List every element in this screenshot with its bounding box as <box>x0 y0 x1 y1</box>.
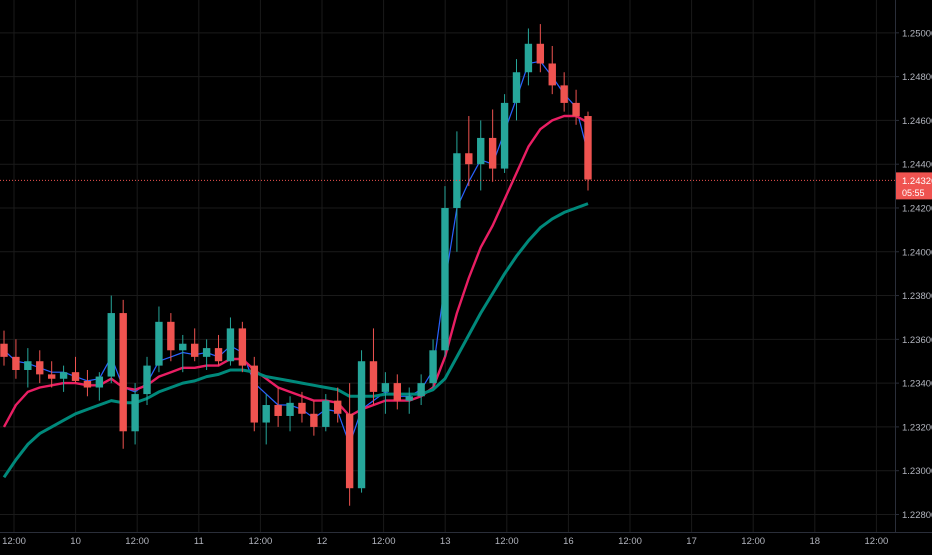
candle-body[interactable] <box>441 207 449 351</box>
candle-body[interactable] <box>345 413 354 489</box>
candle-body[interactable] <box>548 63 556 86</box>
price-tick-label: 1.24400 <box>902 160 932 171</box>
candle-body[interactable] <box>584 116 592 180</box>
candle-body[interactable] <box>12 356 20 370</box>
candle-body[interactable] <box>524 43 533 73</box>
time-tick-label: 12:00 <box>618 536 642 547</box>
candle-body[interactable] <box>71 372 80 381</box>
candle-body[interactable] <box>560 85 568 103</box>
candle-body[interactable] <box>512 72 521 103</box>
candle-body[interactable] <box>477 137 485 165</box>
candle-body[interactable] <box>202 348 211 357</box>
candle-body[interactable] <box>238 328 247 366</box>
price-tick-label: 1.24600 <box>902 116 932 127</box>
time-tick-label: 12:00 <box>2 536 26 547</box>
price-tick-label: 1.25000 <box>902 28 932 39</box>
candle-body[interactable] <box>59 372 68 379</box>
candle-body[interactable] <box>357 361 366 489</box>
last-price-tag: 1.24326 05:55 <box>896 172 932 200</box>
bar-countdown: 05:55 <box>902 188 925 198</box>
price-tick-label: 1.24200 <box>902 203 932 214</box>
time-tick-label: 10 <box>70 536 81 547</box>
grid-lines <box>0 0 895 532</box>
price-tick-label: 1.23000 <box>902 466 932 477</box>
time-tick-label: 12 <box>317 536 328 547</box>
time-tick-label: 12:00 <box>125 536 149 547</box>
candles[interactable] <box>0 24 592 506</box>
candle-body[interactable] <box>190 343 199 357</box>
candle-body[interactable] <box>536 43 545 64</box>
price-tick-label: 1.23400 <box>902 379 932 390</box>
candle-body[interactable] <box>0 343 8 357</box>
candle-body[interactable] <box>286 402 294 416</box>
candle-body[interactable] <box>24 361 32 370</box>
price-scale[interactable]: 1.25000 1.24800 1.24600 1.24400 1.24200 1.240… <box>895 0 932 532</box>
candle-body[interactable] <box>393 383 402 401</box>
candle-body[interactable] <box>143 365 151 395</box>
time-tick-label: 12:00 <box>741 536 765 547</box>
candle-body[interactable] <box>572 102 580 117</box>
candle-body[interactable] <box>310 413 318 427</box>
candle-body[interactable] <box>167 321 175 351</box>
candle-body[interactable] <box>250 365 258 423</box>
candle-body[interactable] <box>274 405 282 416</box>
time-tick-label: 13 <box>440 536 451 547</box>
time-scale[interactable]: 12:00 10 12:00 11 12:00 12 12:00 13 12:00 16 12:00… <box>0 532 932 548</box>
candle-body[interactable] <box>488 137 497 169</box>
candle-body[interactable] <box>322 400 330 427</box>
price-tick-label: 1.23800 <box>902 291 932 302</box>
time-tick-label: 16 <box>563 536 574 547</box>
price-tick-label: 1.24800 <box>902 72 932 83</box>
candle-body[interactable] <box>95 376 104 388</box>
candle-body[interactable] <box>83 380 92 388</box>
candle-body[interactable] <box>369 361 378 392</box>
slow-ma-line <box>2 202 589 479</box>
last-price-tag-bg <box>896 172 932 200</box>
candle-body[interactable] <box>298 402 306 414</box>
candle-body[interactable] <box>214 348 223 362</box>
time-tick-label: 17 <box>686 536 697 547</box>
price-tick-label: 1.23200 <box>902 422 932 433</box>
candle-body[interactable] <box>36 361 44 375</box>
time-tick-label: 11 <box>194 536 204 547</box>
candle-body[interactable] <box>155 321 163 366</box>
price-tick-label: 1.24000 <box>902 247 932 258</box>
time-tick-label: 12:00 <box>865 536 889 547</box>
moving-averages <box>2 60 589 479</box>
price-tick-label: 1.22800 <box>902 510 932 521</box>
time-tick-label: 12:00 <box>372 536 396 547</box>
candle-body[interactable] <box>179 343 187 351</box>
candle-body[interactable] <box>417 383 425 397</box>
candle-body[interactable] <box>334 400 342 414</box>
candle-body[interactable] <box>131 394 139 432</box>
price-tick-label: 1.23600 <box>902 335 932 346</box>
candle-body[interactable] <box>381 383 390 392</box>
time-tick-label: 12:00 <box>495 536 519 547</box>
candle-body[interactable] <box>465 153 473 165</box>
candle-body[interactable] <box>119 313 127 432</box>
candle-body[interactable] <box>500 102 509 169</box>
fast-ma-line <box>3 60 589 445</box>
time-tick-label: 12:00 <box>249 536 273 547</box>
candle-body[interactable] <box>262 405 270 423</box>
candle-body[interactable] <box>47 374 56 379</box>
time-tick-label: 18 <box>810 536 821 547</box>
candle-body[interactable] <box>429 350 437 384</box>
last-price-label: 1.24326 <box>902 176 932 187</box>
candle-body[interactable] <box>405 396 413 401</box>
candle-body[interactable] <box>107 313 115 377</box>
candle-body[interactable] <box>226 328 235 362</box>
